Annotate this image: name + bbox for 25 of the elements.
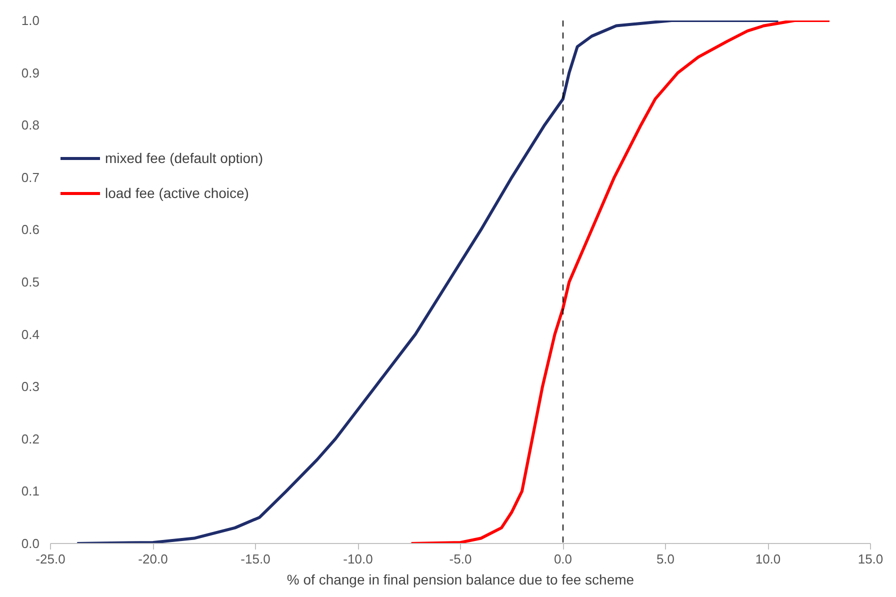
y-tick-label: 0.2 (21, 431, 40, 446)
x-tick-label: -25.0 (36, 552, 66, 566)
y-tick-label: 0.5 (21, 274, 40, 290)
x-tick-label: -10.0 (343, 552, 373, 566)
legend-label: mixed fee (default option) (105, 150, 263, 166)
y-tick-label: 0.4 (21, 326, 40, 342)
x-tick-label: -20.0 (138, 552, 168, 566)
line-series (410, 20, 831, 544)
y-tick-label: 0.0 (21, 536, 40, 551)
y-tick-label: 0.3 (21, 379, 40, 394)
y-tick-label: 0.1 (21, 484, 40, 499)
x-tick-label: -15.0 (240, 552, 270, 566)
y-tick-label: 0.7 (21, 170, 40, 185)
y-tick-label: 1.0 (21, 13, 40, 28)
y-tick-label: 0.9 (21, 65, 40, 80)
x-tick-label: 15.0 (858, 552, 884, 566)
x-tick-label: 5.0 (656, 552, 675, 566)
x-tick-label: 0.0 (554, 552, 572, 566)
x-tick-label: 10.0 (755, 552, 781, 566)
line-series (76, 20, 780, 544)
legend-label: load fee (active choice) (105, 185, 249, 201)
x-tick-label: -5.0 (449, 552, 472, 566)
y-tick-label: 0.8 (21, 118, 40, 133)
x-axis-title: % of change in final pension balance due to fee scheme (286, 572, 634, 588)
y-tick-label: 0.6 (21, 222, 40, 238)
